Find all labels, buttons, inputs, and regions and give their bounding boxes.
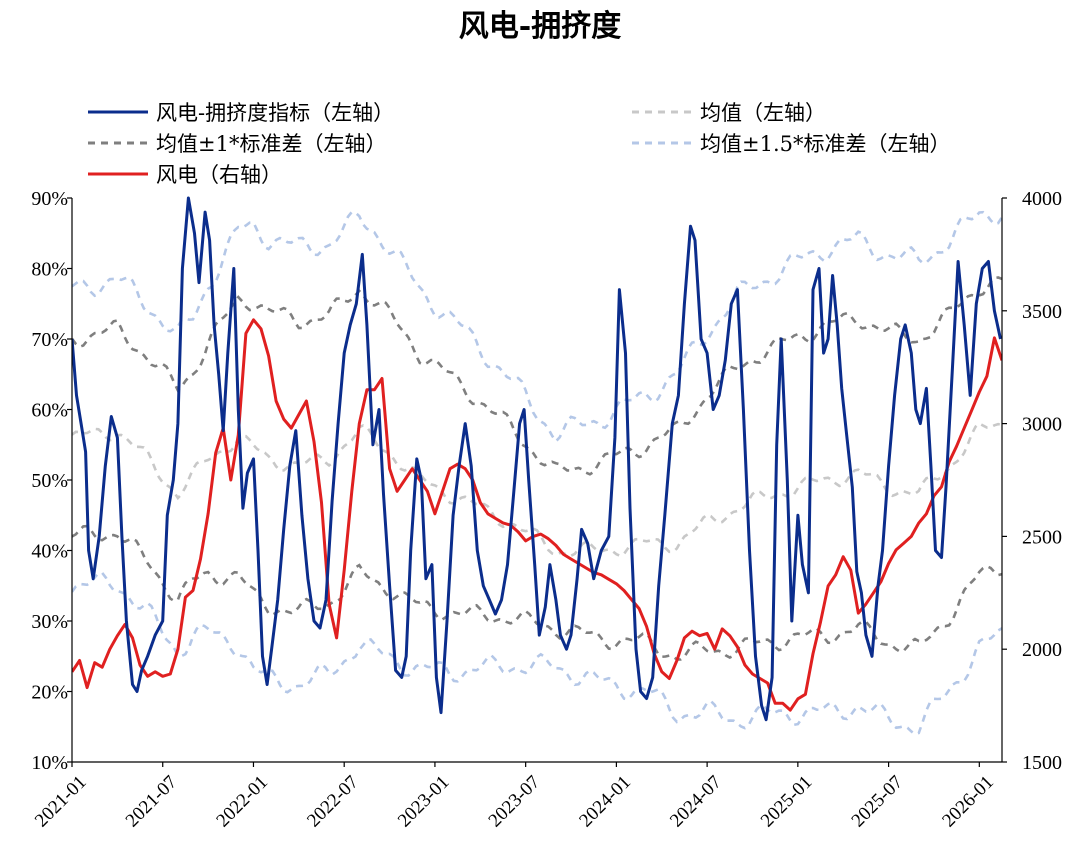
left-tick-label: 90% [31, 188, 68, 210]
x-tick-label: 2025-07 [848, 772, 908, 832]
price-line [72, 318, 1002, 712]
mean-line [72, 421, 1002, 558]
x-tick-label: 2023-01 [394, 772, 454, 832]
right-tick-label: 2500 [1022, 526, 1062, 548]
legend-label-price: 风电（右轴） [156, 163, 282, 187]
right-tick-label: 3000 [1022, 414, 1062, 436]
legend-label-sd15: 均值±1.5*标准差（左轴） [700, 132, 951, 156]
upper-1sd-line [72, 276, 1002, 476]
x-tick-label: 2022-01 [212, 772, 272, 832]
left-tick-label: 70% [31, 329, 68, 351]
left-tick-label: 50% [31, 470, 68, 492]
right-tick-label: 3500 [1022, 301, 1062, 323]
x-tick-label: 2021-01 [31, 772, 91, 832]
crowding-index-line [72, 196, 1002, 722]
legend-label-mean: 均值（左轴） [700, 101, 826, 125]
x-tick-label: 2023-07 [485, 772, 545, 832]
left-tick-label: 20% [31, 682, 68, 704]
left-tick-label: 40% [31, 541, 68, 563]
left-tick-label: 60% [31, 400, 68, 422]
x-tick-label: 2024-01 [575, 772, 635, 832]
x-tick-label: 2021-07 [122, 772, 182, 832]
axes: 10% 20% 30% 40% 50% 60% 70% 80% 90% 1500 2000 2500 3… [31, 188, 1062, 831]
left-tick-label: 10% [31, 752, 68, 774]
legend-label-sd1: 均值±1*标准差（左轴） [156, 132, 386, 156]
right-tick-label: 1500 [1022, 752, 1062, 774]
x-tick-label: 2026-01 [938, 772, 998, 832]
plot-area [72, 196, 1002, 736]
x-tick-label: 2024-07 [666, 772, 726, 832]
lower-1.5sd-line [72, 571, 1002, 736]
chart-title: 风电-拥挤度 [459, 9, 621, 44]
x-tick-label: 2022-07 [303, 772, 363, 832]
right-tick-label: 4000 [1022, 188, 1062, 210]
x-tick-label: 2025-01 [757, 772, 817, 832]
upper-1.5sd-line [72, 210, 1002, 444]
lower-1sd-line [72, 524, 1002, 661]
legend: 风电-拥挤度指标（左轴） 均值（左轴） 均值±1*标准差（左轴） 均值±1.5*标准差… [88, 101, 951, 187]
left-tick-label: 80% [31, 259, 68, 281]
right-tick-label: 2000 [1022, 639, 1062, 661]
left-tick-label: 30% [31, 611, 68, 633]
legend-label-idx: 风电-拥挤度指标（左轴） [156, 101, 394, 125]
